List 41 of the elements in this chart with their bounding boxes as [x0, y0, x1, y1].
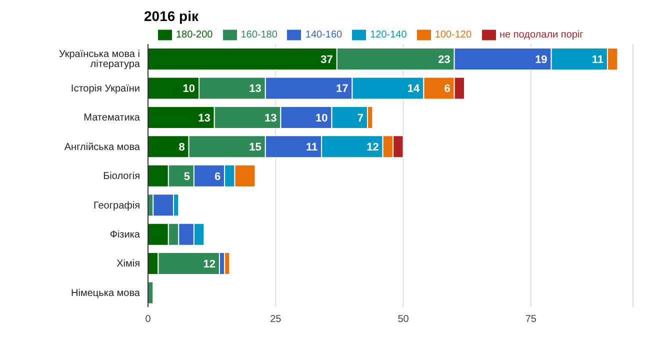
data-label: 13	[264, 112, 277, 124]
legend-label: 120-140	[370, 30, 407, 41]
legend-label: 140-160	[305, 30, 342, 41]
y-tick-label: Хімія	[116, 258, 140, 270]
data-label: 12	[203, 258, 216, 271]
data-label: 10	[316, 112, 328, 124]
legend-label: 100-120	[434, 30, 472, 41]
data-label: 19	[535, 54, 548, 66]
y-tick-label: Історія України	[70, 83, 140, 94]
legend-label: 160-180	[240, 30, 278, 41]
data-label: 37	[320, 54, 333, 66]
data-label: 8	[178, 142, 185, 154]
legend-label: не подолали поріг	[500, 30, 584, 41]
data-label: 14	[407, 83, 421, 96]
data-label: 13	[249, 83, 262, 96]
y-tick-label: Математика	[84, 112, 140, 124]
data-label: 5	[184, 170, 190, 183]
data-label: 6	[214, 170, 221, 183]
data-label: 13	[198, 112, 210, 124]
y-tick-label: Фізика	[110, 229, 140, 240]
bar	[148, 281, 154, 304]
y-tick-label: Біологія	[103, 171, 140, 182]
x-tick-label: 0	[145, 314, 152, 326]
data-label: 11	[592, 54, 604, 66]
x-tick-label: 75	[525, 314, 537, 326]
data-label: 11	[306, 142, 318, 154]
data-label: 10	[182, 83, 196, 96]
chart-title: 2016 рік	[144, 8, 198, 24]
data-label: 7	[357, 112, 364, 124]
data-label: 23	[438, 54, 450, 66]
y-tick-label: Німецька мова	[71, 288, 140, 299]
y-tick-label: Українська мова і література	[58, 49, 140, 70]
y-tick-label: Географія	[93, 200, 140, 212]
y-tick-label: Англійська мова	[64, 142, 140, 153]
x-tick-label: 50	[398, 314, 410, 326]
data-label: 12	[366, 142, 379, 154]
data-label: 15	[249, 142, 262, 154]
x-tick-label: 25	[270, 314, 282, 326]
data-label: 6	[444, 83, 450, 96]
data-label: 17	[336, 83, 348, 96]
legend-label: 180-200	[176, 30, 213, 41]
